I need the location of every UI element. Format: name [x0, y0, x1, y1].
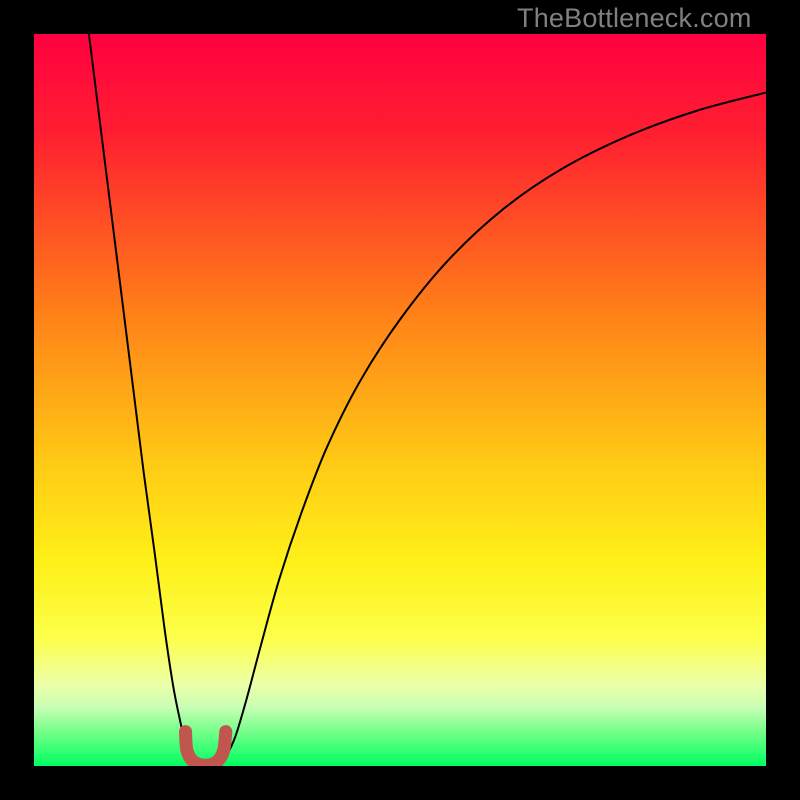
- watermark-text: TheBottleneck.com: [517, 3, 752, 34]
- plot-area: [34, 34, 766, 766]
- gradient-background: [34, 34, 766, 766]
- chart-stage: TheBottleneck.com: [0, 0, 800, 800]
